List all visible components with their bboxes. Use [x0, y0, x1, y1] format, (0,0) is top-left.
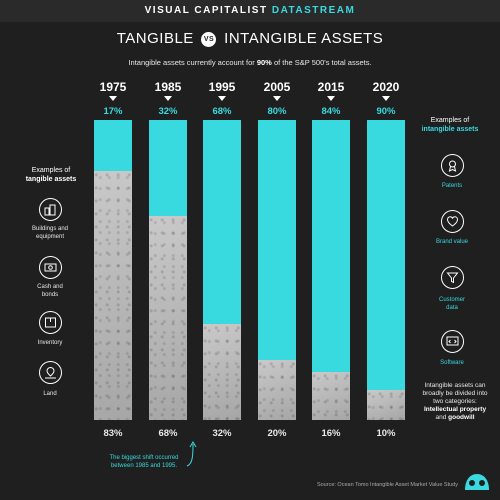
year-label: 1995 — [208, 80, 236, 94]
patent-icon — [441, 154, 464, 177]
subtitle-pre: Intangible assets currently account for — [128, 58, 257, 67]
year-arrow-icon — [109, 96, 117, 101]
funnel-icon — [441, 266, 464, 289]
intangible-bar — [94, 120, 132, 420]
subtitle: Intangible assets currently account for … — [0, 58, 500, 67]
software-icon — [441, 330, 464, 353]
intangible-bar — [312, 120, 350, 420]
shift-note-line1: The biggest shift occurred — [109, 455, 179, 461]
cash-icon — [39, 256, 62, 279]
software-label-line1: Software — [440, 360, 464, 366]
vs-badge: VS — [201, 31, 217, 47]
intangible-pct-label: 68% — [212, 106, 232, 117]
software-label: Software — [422, 360, 482, 368]
tangible-bar — [94, 171, 132, 420]
tangible-bar — [258, 360, 296, 420]
patents-label: Patents — [422, 183, 482, 191]
buildings-label-line1: Buildings and — [31, 226, 69, 232]
inventory-icon — [39, 311, 62, 334]
tangible-heading: Examples of tangible assets — [20, 166, 82, 184]
year-arrow-icon — [218, 96, 226, 101]
subtitle-post: of the S&P 500's total assets. — [271, 58, 372, 67]
intangible-heading: Examples of intangible assets — [414, 116, 486, 134]
intangible-bar — [367, 120, 405, 420]
tangible-pct-label: 20% — [267, 428, 287, 439]
year-label: 2020 — [372, 80, 400, 94]
brand-prefix: VISUAL CAPITALIST — [144, 5, 268, 16]
visual-capitalist-logo — [465, 474, 489, 490]
year-arrow-icon — [164, 96, 172, 101]
header-bar — [0, 0, 500, 22]
customer-data-label-line1: Customer — [438, 297, 465, 303]
intangible-heading-line1: Examples of — [430, 117, 470, 124]
intangible-bar — [203, 120, 241, 420]
note-bold2: goodwill — [448, 414, 475, 421]
intangible-bar — [258, 120, 296, 420]
brand-title: VISUAL CAPITALIST DATASTREAM — [0, 5, 500, 16]
patents-label-line1: Patents — [441, 183, 463, 189]
tangible-heading-line1: Examples of — [31, 167, 71, 174]
subtitle-highlight: 90% — [256, 58, 272, 67]
tangible-pct-label: 83% — [103, 428, 123, 439]
buildings-label-line2: equipment — [35, 233, 65, 240]
cash-label-line2: bonds — [41, 291, 59, 298]
heart-icon — [441, 210, 464, 233]
note-pre: Intangible assets can broadly be divided… — [422, 382, 488, 405]
year-arrow-icon — [327, 96, 335, 101]
intangible-pct-label: 90% — [376, 106, 396, 117]
title-right: INTANGIBLE ASSETS — [224, 30, 384, 47]
tangible-pct-label: 32% — [212, 428, 232, 439]
intangible-pct-label: 80% — [267, 106, 287, 117]
intangible-bar — [149, 120, 187, 420]
customer-data-label: Customer data — [422, 297, 482, 312]
land-label: Land — [20, 391, 80, 399]
shift-note: The biggest shift occurred between 1985 … — [94, 455, 194, 470]
tangible-bar — [367, 390, 405, 420]
note-bold1: Intellectual property — [423, 406, 487, 413]
buildings-label: Buildings and equipment — [20, 226, 80, 241]
inventory-label: Inventory — [20, 340, 80, 348]
page-title: TANGIBLE VS INTANGIBLE ASSETS — [0, 30, 500, 47]
shift-arrow-icon — [186, 441, 197, 467]
intangible-heading-line2: intangible assets — [421, 126, 479, 133]
intangible-pct-label: 32% — [158, 106, 178, 117]
year-label: 1985 — [154, 80, 182, 94]
year-label: 1975 — [99, 80, 127, 94]
year-arrow-icon — [273, 96, 281, 101]
title-left: TANGIBLE — [116, 30, 194, 47]
tangible-pct-label: 16% — [321, 428, 341, 439]
inventory-label-line1: Inventory — [37, 340, 63, 346]
tangible-heading-line2: tangible assets — [25, 176, 77, 183]
shift-note-line2: between 1985 and 1995. — [110, 462, 178, 469]
buildings-icon — [39, 198, 62, 221]
cash-label: Cash and bonds — [20, 284, 80, 299]
brand-suffix: DATASTREAM — [271, 5, 356, 16]
land-icon — [39, 361, 62, 384]
cash-label-line1: Cash and — [37, 284, 63, 290]
note-mid: and — [435, 414, 449, 421]
intangible-pct-label: 17% — [103, 106, 123, 117]
tangible-pct-label: 10% — [376, 428, 396, 439]
tangible-pct-label: 68% — [158, 428, 178, 439]
year-label: 2005 — [263, 80, 291, 94]
tangible-bar — [312, 372, 350, 420]
tangible-bar — [149, 216, 187, 420]
intangible-pct-label: 84% — [321, 106, 341, 117]
land-label-line1: Land — [43, 391, 57, 397]
customer-data-label-line2: data — [446, 304, 458, 311]
brand-value-label: Brand value — [422, 239, 482, 247]
year-label: 2015 — [317, 80, 345, 94]
brand-value-label-line1: Brand value — [435, 239, 469, 245]
source-note: Source: Ocean Tomo Intangible Asset Mark… — [316, 482, 458, 488]
categories-note: Intangible assets can broadly be divided… — [419, 382, 491, 422]
year-arrow-icon — [382, 96, 390, 101]
tangible-bar — [203, 324, 241, 420]
